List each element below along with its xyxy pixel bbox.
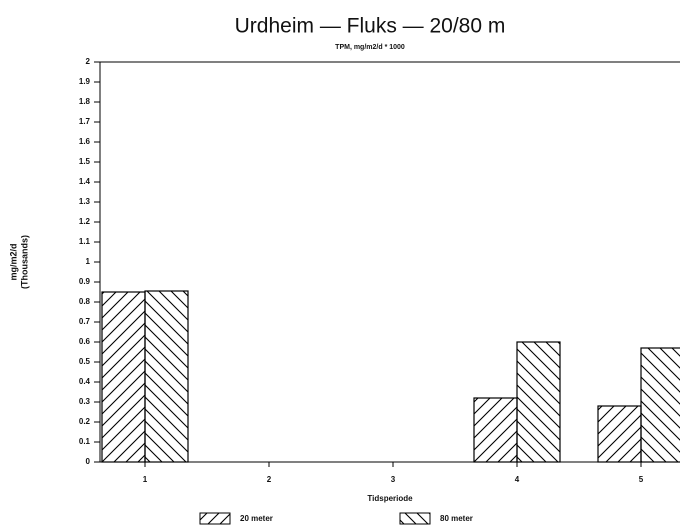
legend-swatch: [199, 512, 231, 525]
bar: [144, 290, 189, 463]
y-tick-label: 0.8: [79, 297, 91, 306]
chart-subtitle: TPM, mg/m2/d * 1000: [335, 44, 405, 51]
y-tick-label: 1.5: [79, 157, 91, 166]
x-tick-label: 5: [639, 475, 644, 484]
y-tick-label: 1.3: [79, 197, 91, 206]
y-tick-label: 0.3: [79, 397, 91, 406]
x-axis-label: Tidsperiode: [367, 494, 413, 503]
y-tick-label: 0.2: [79, 417, 91, 426]
legend-label: 80 meter: [440, 514, 473, 523]
y-tick-label: 0.7: [79, 317, 91, 326]
y-tick-label: 0.4: [79, 377, 91, 386]
legend-label: 20 meter: [240, 514, 273, 523]
y-tick-label: 0.6: [79, 337, 91, 346]
y-tick-label: 1.2: [79, 217, 91, 226]
y-tick-label: 1.7: [79, 117, 91, 126]
y-tick-label: 1.1: [79, 237, 91, 246]
y-tick-label: 1: [86, 257, 91, 266]
x-tick-label: 3: [391, 475, 396, 484]
bar: [516, 341, 561, 463]
y-tick-label: 1.6: [79, 137, 91, 146]
chart-title: Urdheim — Fluks — 20/80 m: [235, 15, 506, 38]
y-axis-label: (Thousands): [19, 235, 29, 289]
y-axis-label: mg/m2/d: [8, 243, 18, 280]
x-tick-label: 4: [515, 475, 520, 484]
y-tick-label: 0.5: [79, 357, 91, 366]
y-tick-label: 1.8: [79, 97, 91, 106]
x-tick-label: 2: [267, 475, 272, 484]
y-tick-label: 0.9: [79, 277, 91, 286]
y-tick-label: 1.9: [79, 77, 91, 86]
bar: [640, 347, 680, 463]
y-tick-label: 0: [86, 457, 91, 466]
y-tick-label: 1.4: [79, 177, 91, 186]
bar: [597, 405, 642, 463]
bar: [473, 397, 518, 463]
x-tick-label: 1: [143, 475, 148, 484]
y-tick-label: 0.1: [79, 437, 91, 446]
legend-swatch: [399, 512, 431, 525]
y-tick-label: 2: [86, 57, 91, 66]
bar: [101, 291, 146, 463]
